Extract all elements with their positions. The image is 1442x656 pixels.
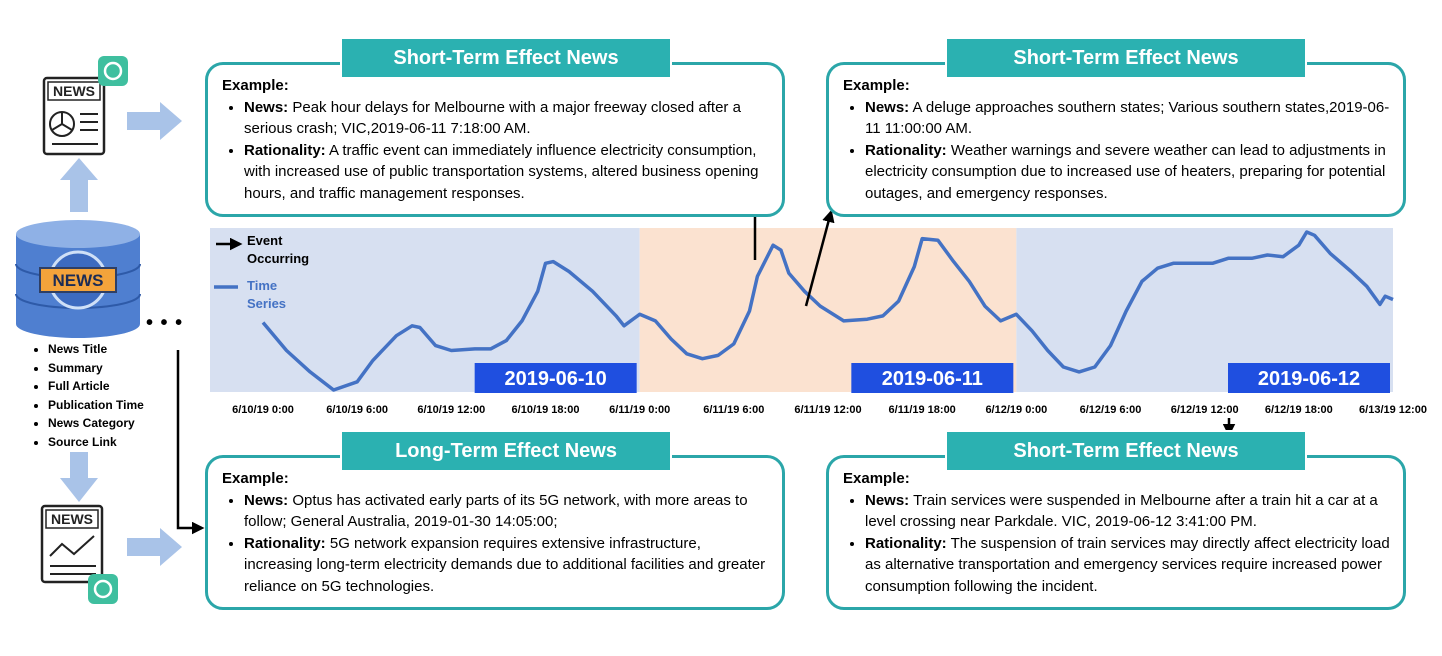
news-item: News: Optus has activated early parts of…: [244, 490, 772, 533]
icon-label: NEWS: [51, 511, 93, 527]
box-title: Short-Term Effect News: [945, 430, 1307, 472]
region-label: 2019-06-11: [882, 368, 983, 390]
rationality-label: Rationality:: [244, 141, 326, 159]
x-tick-label: 6/10/19 18:00: [512, 404, 580, 416]
flow-arrow: [127, 102, 182, 140]
news-item: News: Peak hour delays for Melbourne wit…: [244, 97, 772, 140]
field-list: News TitleSummaryFull ArticlePublication…: [20, 340, 144, 451]
event-arrow: [804, 209, 835, 307]
ai-badge: [88, 574, 118, 604]
chart: 2019-06-10 2019-06-11 2019-06-12 6/10/19 0:…: [210, 228, 1427, 416]
ellipsis: • • •: [146, 312, 184, 334]
x-tick-label: 6/12/19 6:00: [1080, 404, 1142, 416]
legend-label: Time Series: [247, 278, 287, 311]
x-tick-label: 6/12/19 18:00: [1265, 404, 1333, 416]
x-tick-label: 6/10/19 6:00: [326, 404, 388, 416]
rationality-item: Rationality: The suspension of train ser…: [865, 533, 1393, 598]
field-item: News Category: [48, 414, 144, 433]
news-icon: NEWS: [42, 76, 106, 156]
x-tick-label: 6/11/19 6:00: [703, 404, 764, 416]
field-item: News Title: [48, 340, 144, 359]
news-text: Train services were suspended in Melbour…: [865, 491, 1378, 531]
connector-arrow: [176, 350, 205, 535]
rationality-label: Rationality:: [244, 534, 326, 552]
example-label: Example:: [843, 77, 910, 94]
database-icon: NEWS: [15, 220, 141, 338]
example-label: Example:: [222, 77, 289, 94]
news-label: News:: [865, 98, 910, 116]
field-item: Publication Time: [48, 396, 144, 415]
example-list: News: Optus has activated early parts of…: [222, 490, 772, 598]
rationality-item: Rationality: Weather warnings and severe…: [865, 140, 1393, 205]
ai-badge: [98, 56, 128, 86]
x-tick-label: 6/10/19 12:00: [417, 404, 485, 416]
news-item: News: A deluge approaches southern state…: [865, 97, 1393, 140]
news-box: Example: News: A deluge approaches southe…: [826, 62, 1406, 217]
icon-label: NEWS: [53, 271, 104, 290]
news-box: Example: News: Optus has activated early …: [205, 455, 785, 610]
example-label: Example:: [843, 470, 910, 487]
example-list: News: A deluge approaches southern state…: [843, 97, 1393, 205]
region-label-box: [851, 363, 1014, 393]
flow-arrow: [127, 528, 182, 566]
example-list: News: Train services were suspended in M…: [843, 490, 1393, 598]
region-label-box: [1228, 363, 1390, 393]
news-item: News: Train services were suspended in M…: [865, 490, 1393, 533]
region-label: 2019-06-12: [1258, 368, 1360, 390]
x-tick-label: 6/10/19 0:00: [232, 404, 294, 416]
rationality-text: A traffic event can immediately influenc…: [244, 141, 759, 202]
x-tick-label: 6/11/19 12:00: [794, 404, 861, 416]
icon-label: NEWS: [53, 83, 95, 99]
news-label: News:: [865, 491, 910, 509]
x-tick-label: 6/12/19 0:00: [985, 404, 1047, 416]
field-item: Summary: [48, 359, 144, 378]
region-label-box: [474, 363, 637, 393]
rationality-item: Rationality: A traffic event can immedia…: [244, 140, 772, 205]
rationality-text: 5G network expansion requires extensive …: [244, 534, 766, 595]
field-item: Full Article: [48, 377, 144, 396]
rationality-label: Rationality:: [865, 141, 947, 159]
example-label: Example:: [222, 470, 289, 487]
rationality-label: Rationality:: [865, 534, 947, 552]
news-label: News:: [244, 98, 289, 116]
news-label: News:: [244, 491, 289, 509]
rationality-item: Rationality: 5G network expansion requir…: [244, 533, 772, 598]
news-box: Example: News: Peak hour delays for Melbo…: [205, 62, 785, 217]
news-box: Example: News: Train services were suspen…: [826, 455, 1406, 610]
news-text: A deluge approaches southern states; Var…: [865, 98, 1390, 138]
news-text: Peak hour delays for Melbourne with a ma…: [244, 98, 741, 138]
flow-arrow: [60, 158, 98, 212]
x-tick-label: 6/11/19 18:00: [889, 404, 956, 416]
series-line: [261, 230, 1394, 392]
x-tick-label: 6/12/19 12:00: [1171, 404, 1239, 416]
field-item: Source Link: [48, 433, 144, 452]
box-title: Short-Term Effect News: [340, 37, 672, 79]
x-tick-label: 6/11/19 0:00: [609, 404, 670, 416]
legend-label: Event Occurring: [247, 233, 310, 266]
box-title: Long-Term Effect News: [340, 430, 672, 472]
news-icon: NEWS: [40, 504, 104, 584]
flow-arrow: [60, 452, 98, 502]
box-title: Short-Term Effect News: [945, 37, 1307, 79]
rationality-text: Weather warnings and severe weather can …: [865, 141, 1386, 202]
news-text: Optus has activated early parts of its 5…: [244, 491, 748, 531]
example-list: News: Peak hour delays for Melbourne wit…: [222, 97, 772, 205]
x-tick-label: 6/13/19 12:00: [1359, 404, 1427, 416]
region-label: 2019-06-10: [505, 368, 607, 390]
rationality-text: The suspension of train services may dir…: [865, 534, 1390, 595]
